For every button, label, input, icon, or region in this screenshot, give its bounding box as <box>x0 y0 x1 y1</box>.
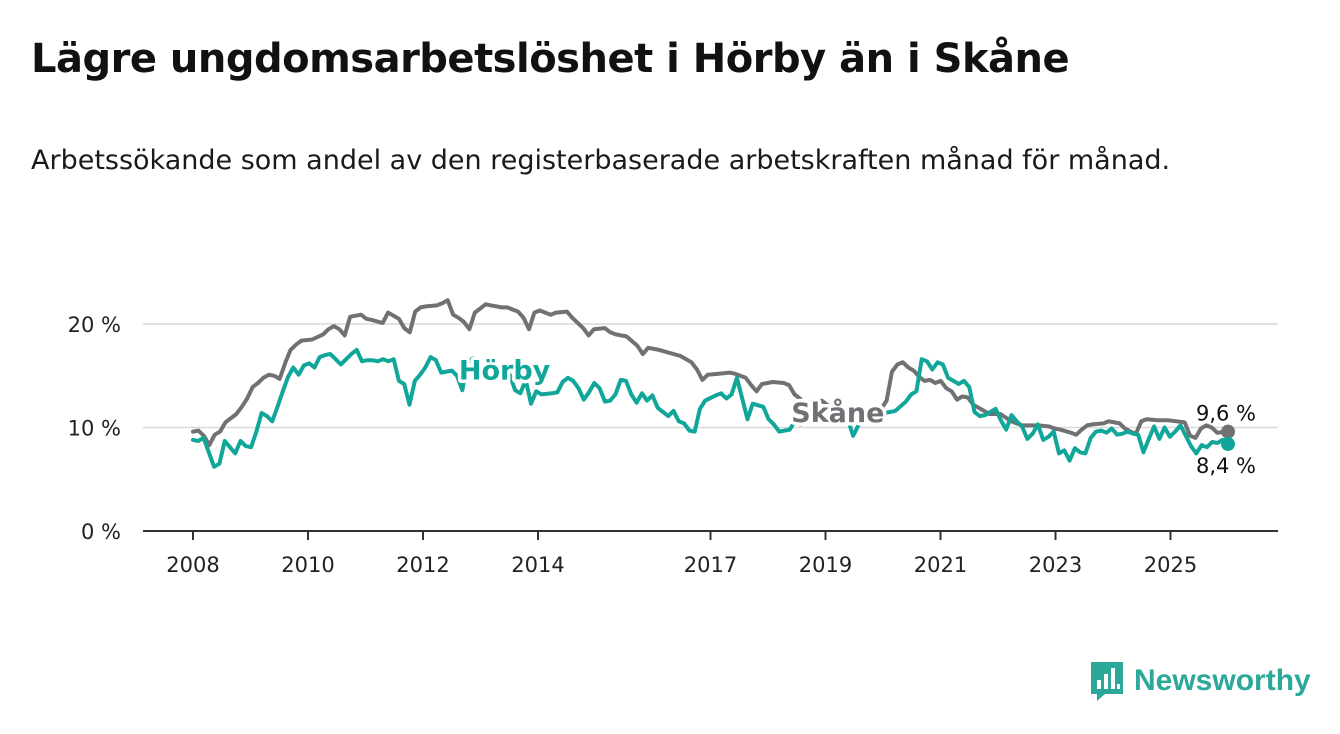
series-lines <box>191 298 1235 469</box>
y-tick-label-0: 0 % <box>81 520 121 544</box>
end-label-horby: 8,4 % <box>1196 454 1256 478</box>
x-tick-label-2017: 2017 <box>684 553 737 577</box>
newsworthy-bar-chart-logo-icon <box>1091 662 1123 701</box>
series-line-skane <box>191 298 1230 448</box>
y-tick-label-20: 20 % <box>68 313 121 337</box>
x-tick-label-2012: 2012 <box>396 553 449 577</box>
end-label-skane: 9,6 % <box>1196 402 1256 426</box>
chart-title: Lägre ungdomsarbetslöshet i Hörby än i S… <box>31 36 1070 82</box>
x-tick-label-2008: 2008 <box>166 553 219 577</box>
x-axis: 2008 2010 2012 2014 2017 2019 2021 2023 2025 <box>143 530 1278 577</box>
series-annotation-horby: Hörby <box>459 356 551 387</box>
x-tick-label-2014: 2014 <box>511 553 564 577</box>
x-tick-label-2021: 2021 <box>914 553 967 577</box>
series-annotation-skane: Skåne <box>791 397 884 429</box>
chart-subtitle: Arbetssökande som andel av den registerb… <box>31 145 1171 176</box>
annotations: 9,6 % 8,4 % Hörby Skåne <box>455 352 1256 478</box>
end-point-skane <box>1221 424 1235 439</box>
gridlines <box>143 323 1278 429</box>
x-tick-label-2010: 2010 <box>281 553 334 577</box>
end-point-horby <box>1221 437 1235 452</box>
y-tick-label-10: 10 % <box>68 417 121 441</box>
brand-logo: Newsworthy <box>1089 660 1311 702</box>
brand-name: Newsworthy <box>1134 664 1311 697</box>
x-tick-label-2025: 2025 <box>1144 553 1197 577</box>
x-tick-label-2019: 2019 <box>799 553 852 577</box>
y-axis-labels: 0 % 10 % 20 % <box>68 313 121 544</box>
series-line-horby <box>191 347 1230 469</box>
x-tick-label-2023: 2023 <box>1029 553 1082 577</box>
